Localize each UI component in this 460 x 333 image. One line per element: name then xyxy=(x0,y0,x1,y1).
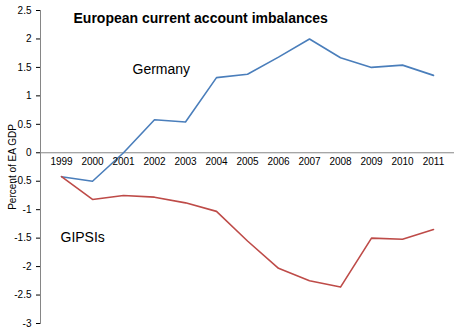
svg-text:2.5: 2.5 xyxy=(18,5,32,16)
svg-text:2009: 2009 xyxy=(360,156,383,167)
svg-text:-1: -1 xyxy=(23,204,32,215)
svg-text:2003: 2003 xyxy=(174,156,197,167)
svg-text:2007: 2007 xyxy=(298,156,321,167)
svg-text:European current account imbal: European current account imbalances xyxy=(74,10,329,26)
svg-text:-2: -2 xyxy=(23,261,32,272)
svg-text:2000: 2000 xyxy=(81,156,104,167)
svg-text:2006: 2006 xyxy=(267,156,290,167)
svg-text:GIPSIs: GIPSIs xyxy=(61,229,105,245)
svg-text:2008: 2008 xyxy=(329,156,352,167)
svg-text:2002: 2002 xyxy=(143,156,166,167)
svg-text:1999: 1999 xyxy=(50,156,73,167)
svg-text:1.5: 1.5 xyxy=(18,62,32,73)
svg-text:2001: 2001 xyxy=(112,156,135,167)
svg-text:2: 2 xyxy=(26,33,32,44)
svg-text:Percent of EA GDP: Percent of EA GDP xyxy=(7,124,18,210)
svg-text:-1.5: -1.5 xyxy=(14,232,32,243)
svg-text:-3: -3 xyxy=(23,318,32,329)
svg-text:2011: 2011 xyxy=(423,156,445,167)
svg-text:0: 0 xyxy=(26,147,32,158)
svg-text:2004: 2004 xyxy=(205,156,228,167)
svg-text:2010: 2010 xyxy=(391,156,414,167)
svg-text:Germany: Germany xyxy=(133,61,191,77)
svg-text:-0.5: -0.5 xyxy=(14,175,32,187)
svg-text:2005: 2005 xyxy=(236,156,259,167)
svg-text:0.5: 0.5 xyxy=(18,119,32,130)
svg-text:1: 1 xyxy=(26,90,32,101)
svg-text:-2.5: -2.5 xyxy=(14,289,32,300)
